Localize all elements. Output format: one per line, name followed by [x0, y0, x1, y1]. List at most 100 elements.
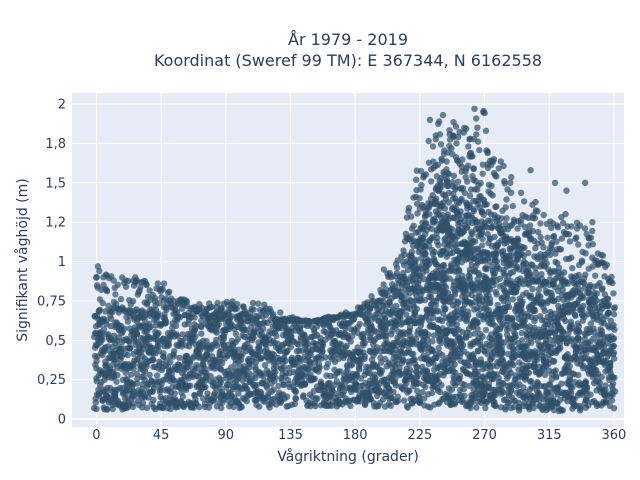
data-point: [546, 251, 554, 258]
data-point: [519, 298, 526, 305]
data-point: [192, 333, 199, 340]
data-point: [151, 294, 159, 302]
data-point: [400, 269, 407, 277]
data-point: [203, 338, 210, 345]
data-point: [372, 374, 379, 381]
data-point: [155, 310, 162, 317]
data-point: [143, 280, 150, 288]
data-point: [470, 207, 478, 215]
data-point: [324, 360, 332, 367]
data-point: [277, 399, 284, 406]
data-point: [429, 192, 436, 199]
data-point: [479, 170, 486, 177]
data-point: [474, 138, 482, 145]
data-point: [360, 336, 367, 343]
data-point: [292, 394, 299, 402]
data-point: [273, 363, 280, 370]
data-point: [608, 397, 616, 404]
data-point: [154, 280, 161, 287]
data-point: [508, 173, 515, 181]
data-point: [141, 316, 148, 323]
x-tick-label: 45: [153, 428, 170, 443]
data-point: [467, 404, 474, 412]
data-point: [124, 318, 132, 325]
data-point: [139, 400, 147, 407]
data-point: [554, 224, 562, 231]
y-tick-label: 1,8: [45, 137, 66, 152]
data-point: [337, 341, 345, 348]
data-point: [417, 225, 424, 232]
data-point: [271, 377, 278, 384]
data-point: [305, 341, 312, 348]
data-point: [186, 360, 194, 367]
data-point: [582, 271, 589, 278]
data-point: [483, 264, 490, 271]
data-point: [307, 351, 314, 359]
data-point: [610, 311, 618, 318]
data-point: [428, 178, 435, 185]
data-point: [116, 352, 124, 360]
data-point: [566, 363, 573, 370]
data-point: [517, 189, 525, 196]
data-point: [377, 370, 384, 378]
data-point: [457, 208, 464, 215]
data-point: [301, 381, 309, 388]
data-point: [568, 223, 575, 230]
data-point: [455, 299, 462, 307]
data-point: [465, 312, 472, 319]
data-point: [252, 364, 259, 371]
chart-title-line2: Koordinat (Sweref 99 TM): E 367344, N 61…: [154, 51, 542, 70]
data-point: [213, 342, 221, 349]
data-point: [211, 390, 219, 397]
data-point: [611, 355, 618, 362]
data-point: [213, 329, 220, 336]
data-point: [503, 215, 510, 222]
data-point: [141, 368, 149, 375]
data-point: [310, 375, 317, 382]
data-point: [250, 306, 257, 313]
data-point: [465, 272, 472, 279]
data-point: [466, 192, 474, 199]
data-point: [572, 235, 579, 243]
data-point: [610, 335, 618, 342]
data-point: [425, 331, 432, 338]
data-point: [495, 374, 502, 382]
y-tick-label: 1,5: [45, 176, 66, 191]
x-tick-label: 180: [343, 428, 368, 443]
data-point: [237, 403, 245, 410]
data-point: [160, 280, 168, 287]
data-point: [493, 258, 501, 265]
data-point: [441, 306, 448, 313]
data-point: [527, 167, 534, 174]
data-point: [488, 182, 495, 190]
data-point: [541, 307, 548, 315]
data-point: [161, 316, 169, 324]
data-point: [413, 387, 421, 395]
data-point: [256, 403, 263, 410]
x-tick-label: 360: [602, 428, 627, 443]
data-point: [255, 300, 262, 307]
data-point: [444, 170, 452, 177]
data-point: [404, 258, 411, 265]
data-point: [133, 380, 141, 387]
data-point: [280, 381, 287, 388]
data-point: [127, 344, 134, 352]
data-point: [353, 371, 360, 378]
data-point: [565, 231, 573, 238]
y-tick-label: 1: [58, 255, 66, 270]
data-point: [127, 371, 135, 378]
data-point: [422, 211, 429, 218]
data-point: [502, 204, 509, 211]
data-point: [507, 388, 515, 395]
y-tick-label: 0,75: [37, 294, 66, 309]
data-point: [551, 357, 558, 365]
data-point: [176, 354, 183, 361]
data-point: [272, 368, 279, 376]
data-point: [422, 171, 430, 178]
data-point: [410, 350, 417, 358]
data-point: [610, 290, 617, 297]
data-point: [98, 334, 105, 341]
data-point: [143, 404, 151, 412]
data-point: [210, 397, 217, 404]
data-point: [310, 387, 317, 395]
